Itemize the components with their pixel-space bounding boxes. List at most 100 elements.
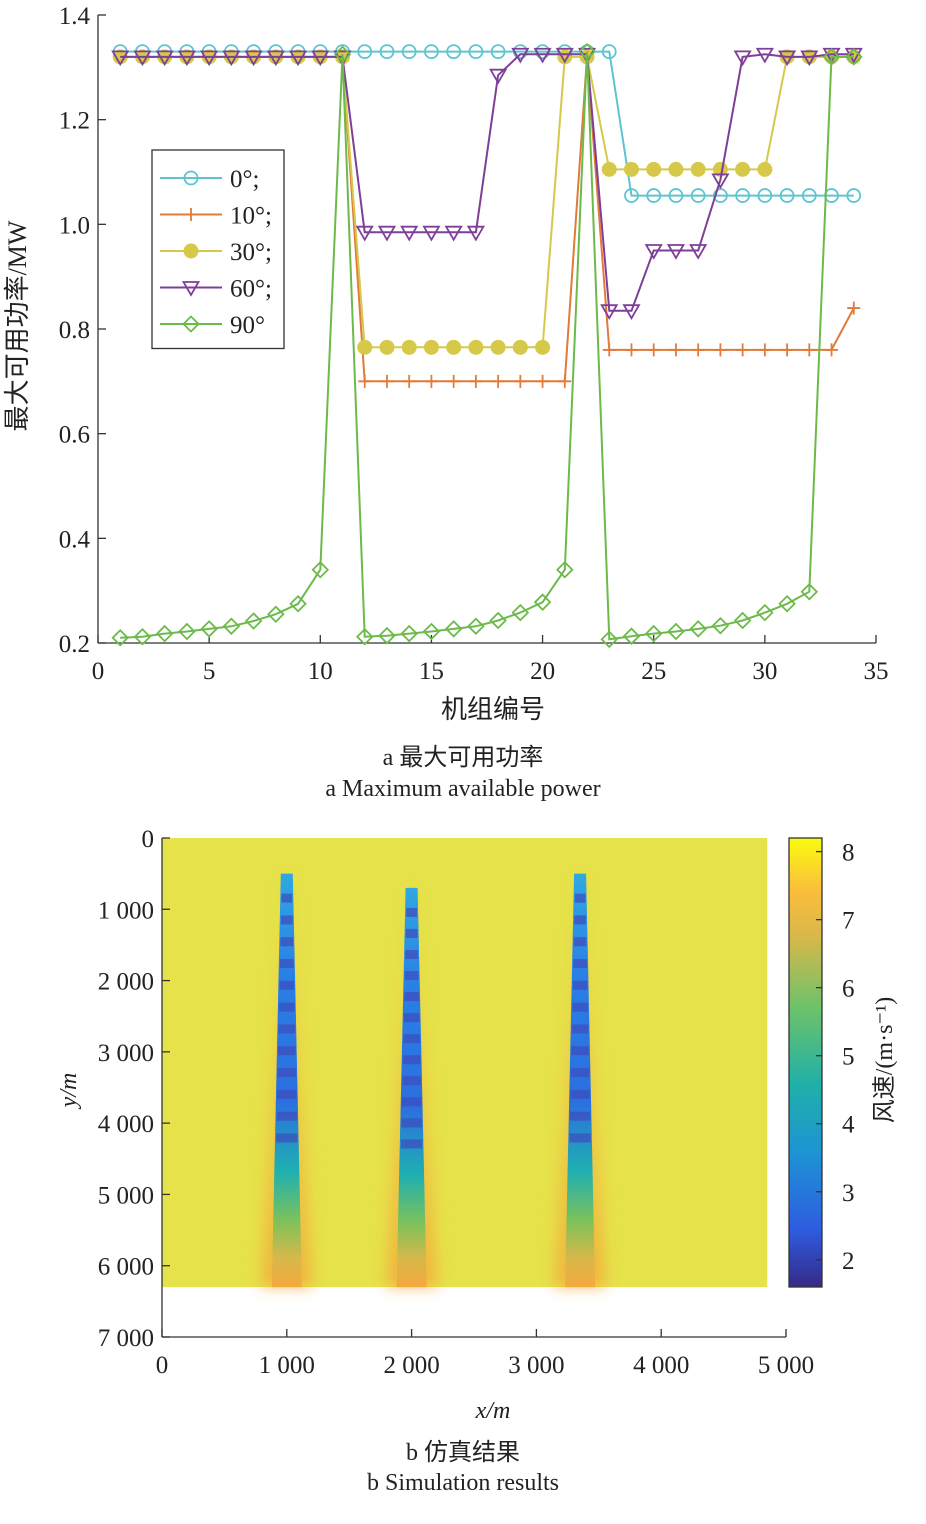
turbine-band bbox=[278, 1024, 296, 1034]
axes-b: 0 1 000 2 000 3 000 4 000 5 000 0 1 000 2 000 3 0… bbox=[98, 826, 814, 1379]
point bbox=[668, 188, 684, 203]
series-4 bbox=[111, 42, 863, 649]
point bbox=[358, 374, 372, 388]
point bbox=[178, 622, 196, 641]
point bbox=[623, 161, 639, 177]
point bbox=[711, 616, 730, 635]
turbine-band bbox=[279, 959, 294, 969]
point bbox=[311, 560, 330, 579]
point bbox=[424, 44, 439, 60]
point bbox=[378, 626, 396, 645]
y-tick-label-a: 1.4 bbox=[59, 3, 91, 30]
y-tick-label-b: 5 000 bbox=[98, 1182, 154, 1209]
point bbox=[644, 244, 663, 260]
series-group bbox=[111, 42, 863, 649]
point bbox=[155, 50, 174, 67]
point bbox=[555, 47, 574, 64]
point bbox=[601, 44, 617, 60]
point bbox=[489, 68, 508, 85]
point bbox=[847, 301, 861, 315]
turbine-band bbox=[403, 1013, 420, 1023]
turbine-wake-1 bbox=[385, 887, 438, 1288]
point bbox=[844, 48, 863, 66]
point bbox=[536, 374, 550, 388]
point bbox=[380, 374, 394, 388]
point bbox=[357, 339, 373, 355]
point bbox=[444, 225, 463, 242]
x-tick-label-b: 2 000 bbox=[383, 1352, 439, 1379]
turbine-band bbox=[278, 1002, 295, 1012]
point bbox=[802, 343, 816, 357]
turbine-band bbox=[401, 1097, 422, 1107]
point bbox=[512, 339, 528, 355]
y-tick-label-a: 0.6 bbox=[59, 422, 90, 449]
legend-entry: 0°; bbox=[160, 166, 259, 193]
point bbox=[647, 343, 661, 357]
point bbox=[311, 50, 330, 67]
point bbox=[379, 339, 395, 355]
point bbox=[244, 612, 263, 630]
point bbox=[778, 50, 797, 67]
point bbox=[513, 374, 527, 388]
legend-label: 90° bbox=[230, 312, 265, 339]
point bbox=[357, 44, 373, 60]
point bbox=[511, 47, 530, 64]
point bbox=[288, 50, 308, 67]
y-tick-label-a: 0.8 bbox=[59, 317, 90, 344]
point bbox=[469, 374, 483, 388]
point bbox=[446, 44, 462, 60]
x-tick-label-a: 20 bbox=[530, 658, 555, 685]
turbine-band bbox=[406, 907, 418, 917]
turbine-band bbox=[572, 1002, 588, 1012]
point bbox=[822, 48, 841, 66]
point bbox=[511, 603, 530, 622]
colorbar-gradient bbox=[788, 837, 823, 1288]
point bbox=[755, 47, 774, 64]
point bbox=[690, 161, 706, 177]
turbine-band bbox=[276, 1133, 298, 1143]
legend-entry: 30°; bbox=[160, 239, 272, 266]
turbine-band bbox=[574, 893, 586, 903]
legend-entry: 10°; bbox=[160, 203, 272, 230]
y-axis-label-b: y/m bbox=[56, 1073, 82, 1110]
point bbox=[600, 630, 619, 649]
series-line bbox=[120, 51, 854, 641]
point bbox=[691, 343, 705, 357]
turbine-band bbox=[571, 1024, 589, 1034]
point bbox=[422, 225, 441, 242]
turbine-band bbox=[276, 1111, 297, 1121]
turbine-band bbox=[277, 1068, 297, 1078]
simulation-heatmap: 0 1 000 2 000 3 000 4 000 5 000 0 1 000 2 000 3 0… bbox=[56, 826, 898, 1424]
point bbox=[780, 343, 794, 357]
point bbox=[646, 161, 662, 177]
point bbox=[713, 343, 727, 357]
turbine-band bbox=[571, 1046, 589, 1056]
turbine-band bbox=[403, 1034, 420, 1044]
turbine-band bbox=[400, 1139, 423, 1149]
turbine-band bbox=[401, 1118, 422, 1128]
point bbox=[182, 315, 200, 333]
point bbox=[466, 225, 485, 242]
turbine-band bbox=[277, 1089, 297, 1099]
point bbox=[533, 47, 552, 64]
series-line bbox=[120, 50, 854, 197]
turbine-band bbox=[569, 1133, 591, 1143]
legend-label: 30°; bbox=[230, 239, 272, 266]
x-tick-label-b: 3 000 bbox=[508, 1352, 564, 1379]
point bbox=[355, 225, 374, 242]
colorbar: 2 3 4 5 6 7 8 bbox=[788, 837, 855, 1288]
turbine-wake-2 bbox=[554, 873, 607, 1288]
y-tick-label-b: 4 000 bbox=[98, 1111, 154, 1138]
legend-label: 10°; bbox=[230, 203, 272, 230]
free-stream-region bbox=[162, 838, 768, 1288]
point bbox=[801, 188, 817, 203]
legend-label: 60°; bbox=[230, 276, 272, 303]
point bbox=[133, 50, 152, 67]
caption-b-english: b Simulation results bbox=[367, 1470, 559, 1496]
point bbox=[377, 225, 397, 242]
x-tick-label-a: 5 bbox=[203, 658, 216, 685]
turbine-band bbox=[573, 959, 587, 969]
point bbox=[690, 188, 706, 203]
max-power-chart: 0 5 10 15 20 25 30 35 0.2 0.4 0.6 0.8 1.0 1.2 1.4 0°; 1… bbox=[3, 3, 889, 724]
